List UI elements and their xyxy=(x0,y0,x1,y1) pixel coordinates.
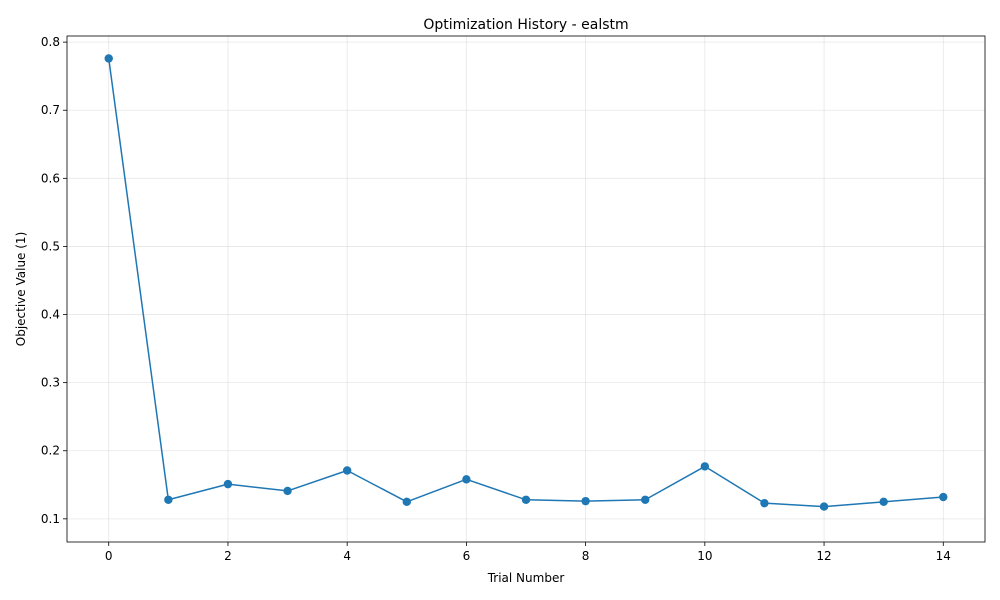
x-tick-label: 6 xyxy=(463,549,471,563)
x-tick-label: 2 xyxy=(224,549,232,563)
series-points-layer xyxy=(104,54,948,511)
y-tick-label: 0.2 xyxy=(41,444,60,458)
x-axis-ticks: 0 2 4 6 8 10 12 14 xyxy=(105,542,951,563)
data-point xyxy=(939,492,948,502)
x-tick-label: 12 xyxy=(816,549,831,563)
grid xyxy=(67,36,985,542)
data-point xyxy=(104,54,113,63)
y-tick-label: 0.5 xyxy=(41,239,60,253)
plot-frame xyxy=(66,35,986,543)
x-tick-label: 4 xyxy=(343,549,351,563)
y-tick-label: 0.3 xyxy=(41,376,60,390)
x-tick-label: 10 xyxy=(697,549,712,563)
x-tick-label: 0 xyxy=(105,549,113,563)
y-axis-label: Objective Value (1) xyxy=(14,232,28,346)
data-point xyxy=(700,462,710,471)
y-tick-label: 0.7 xyxy=(41,103,60,117)
chart-title: Optimization History - ealstm xyxy=(423,17,628,33)
data-point xyxy=(879,497,888,507)
y-tick-label: 0.1 xyxy=(41,512,60,526)
data-point xyxy=(581,496,590,506)
data-point xyxy=(283,486,292,496)
data-point xyxy=(521,495,531,504)
x-tick-label: 8 xyxy=(582,549,590,563)
data-point xyxy=(164,495,173,504)
data-point xyxy=(342,466,352,475)
data-point xyxy=(641,495,650,504)
data-point xyxy=(760,498,769,508)
data-point xyxy=(223,479,233,489)
data-point xyxy=(462,475,471,484)
data-point xyxy=(402,497,411,507)
y-tick-label: 0.8 xyxy=(41,35,60,49)
x-axis-label: Trial Number xyxy=(487,571,565,585)
x-tick-label: 14 xyxy=(936,549,951,563)
y-tick-label: 0.6 xyxy=(41,171,60,185)
y-axis-ticks: 0.1 0.2 0.3 0.4 0.5 0.6 0.7 0.8 xyxy=(41,35,67,526)
y-tick-label: 0.4 xyxy=(41,308,60,322)
data-point xyxy=(819,502,829,511)
